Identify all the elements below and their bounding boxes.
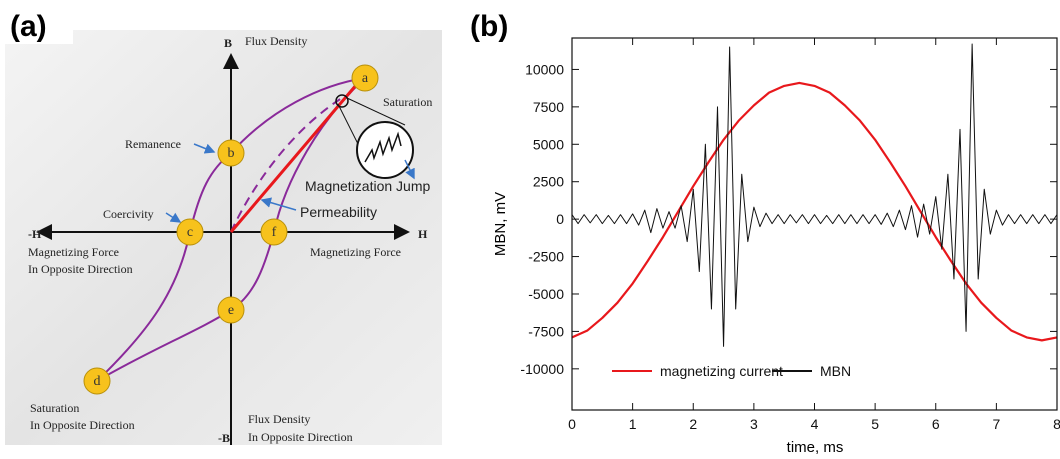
annotation: Magnetization Jump xyxy=(305,178,431,194)
chart-panel: (b) time, ms MBN, mV -10000 -7500 -5000 -25… xyxy=(470,10,1060,456)
axis-note: In Opposite Direction xyxy=(248,430,353,444)
label-box xyxy=(5,2,73,44)
pointer xyxy=(165,212,182,223)
axis-note: Magnetizing Force xyxy=(28,245,119,259)
axis-note: In Opposite Direction xyxy=(28,262,133,276)
pointer xyxy=(193,143,216,154)
y-tick-label: 0 xyxy=(556,211,564,227)
node-label: f xyxy=(272,225,277,240)
jump-zigzag xyxy=(364,131,402,163)
diagram-panel: (a) a b c d e f B F xyxy=(5,2,442,445)
zoom-line xyxy=(346,97,406,126)
axis-note: Magnetizing Force xyxy=(310,245,401,259)
x-tick-label: 7 xyxy=(992,416,1000,432)
node-label: e xyxy=(228,303,234,318)
node xyxy=(83,367,111,395)
node-label: c xyxy=(187,225,193,240)
node xyxy=(176,218,204,246)
y-tick-label: -5000 xyxy=(528,286,564,302)
x-tick-label: 2 xyxy=(689,416,697,432)
legend-label: magnetizing current xyxy=(660,363,783,379)
axis-label: -B xyxy=(218,431,230,445)
node xyxy=(260,218,288,246)
panel-label: (b) xyxy=(470,10,508,43)
permeability-line xyxy=(229,83,359,233)
nodes: a b c d e f xyxy=(83,64,379,395)
y-tick-label: 10000 xyxy=(525,61,564,77)
annotation: Coercivity xyxy=(103,207,154,221)
series-line xyxy=(571,43,1058,347)
annotation: Saturation xyxy=(383,95,432,109)
annotation: Remanence xyxy=(125,137,181,151)
x-tick-label: 8 xyxy=(1053,416,1060,432)
series-line xyxy=(571,81,1058,342)
axis-label: H xyxy=(418,227,428,241)
pointer xyxy=(260,197,297,211)
initial-curve xyxy=(230,95,346,233)
node xyxy=(217,296,245,324)
x-tick-label: 0 xyxy=(568,416,576,432)
node-label: a xyxy=(362,71,369,86)
annotation: Permeability xyxy=(300,204,377,220)
jump-spot xyxy=(335,94,349,108)
x-tick-label: 5 xyxy=(871,416,879,432)
x-tick-label: 6 xyxy=(932,416,940,432)
y-tick-label: -2500 xyxy=(528,249,564,265)
annotation: Saturation xyxy=(30,401,79,415)
panel-label: (a) xyxy=(10,10,47,43)
zoom-line xyxy=(337,103,361,149)
y-tick-label: -10000 xyxy=(520,361,564,377)
axis-label: -H xyxy=(28,227,42,241)
y-axis-label: MBN, mV xyxy=(492,192,509,256)
x-tick-label: 4 xyxy=(811,416,819,432)
axis-note: Flux Density xyxy=(245,34,307,48)
axis-note: Flux Density xyxy=(248,412,310,426)
pointer xyxy=(404,159,415,180)
x-tick-label: 3 xyxy=(750,416,758,432)
x-axis-label: time, ms xyxy=(787,439,844,456)
y-tick-label: -7500 xyxy=(528,323,564,339)
plot-frame xyxy=(571,37,1058,411)
upper-branch xyxy=(96,77,366,382)
node-label: d xyxy=(94,374,101,389)
lower-branch xyxy=(96,77,366,382)
annotation: In Opposite Direction xyxy=(30,418,135,432)
y-tick-label: 5000 xyxy=(533,136,564,152)
node xyxy=(351,64,379,92)
legend-label: MBN xyxy=(820,363,851,379)
diagram-background xyxy=(5,30,442,445)
x-tick-label: 1 xyxy=(629,416,637,432)
node-label: b xyxy=(228,146,235,161)
node xyxy=(217,139,245,167)
y-tick-label: 7500 xyxy=(533,99,564,115)
axis-label: B xyxy=(224,36,232,50)
y-tick-label: 2500 xyxy=(533,174,564,190)
